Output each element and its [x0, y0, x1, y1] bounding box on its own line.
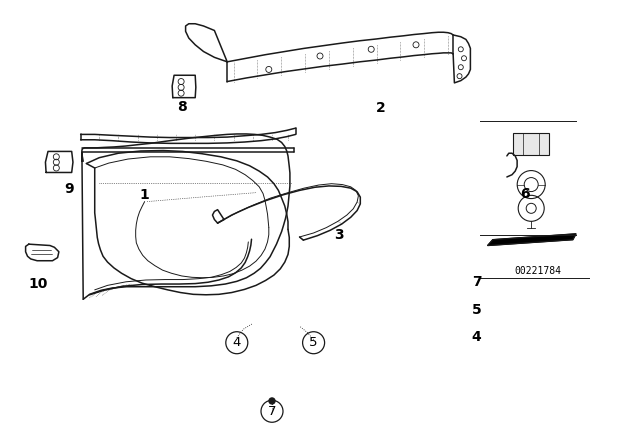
Text: 6: 6	[520, 186, 530, 201]
Polygon shape	[488, 234, 576, 246]
Circle shape	[269, 398, 275, 404]
Text: 7: 7	[472, 275, 481, 289]
FancyBboxPatch shape	[513, 134, 549, 155]
Text: 1: 1	[139, 188, 149, 202]
Text: 4: 4	[232, 336, 241, 349]
Text: 5: 5	[309, 336, 318, 349]
Text: 10: 10	[29, 277, 48, 292]
Text: 4: 4	[472, 330, 481, 344]
Text: 00221784: 00221784	[514, 266, 561, 276]
Text: 8: 8	[177, 99, 188, 114]
Text: 7: 7	[268, 405, 276, 418]
Text: 2: 2	[376, 101, 386, 116]
Text: 9: 9	[64, 182, 74, 196]
Text: 3: 3	[334, 228, 344, 242]
Text: 5: 5	[472, 303, 481, 317]
